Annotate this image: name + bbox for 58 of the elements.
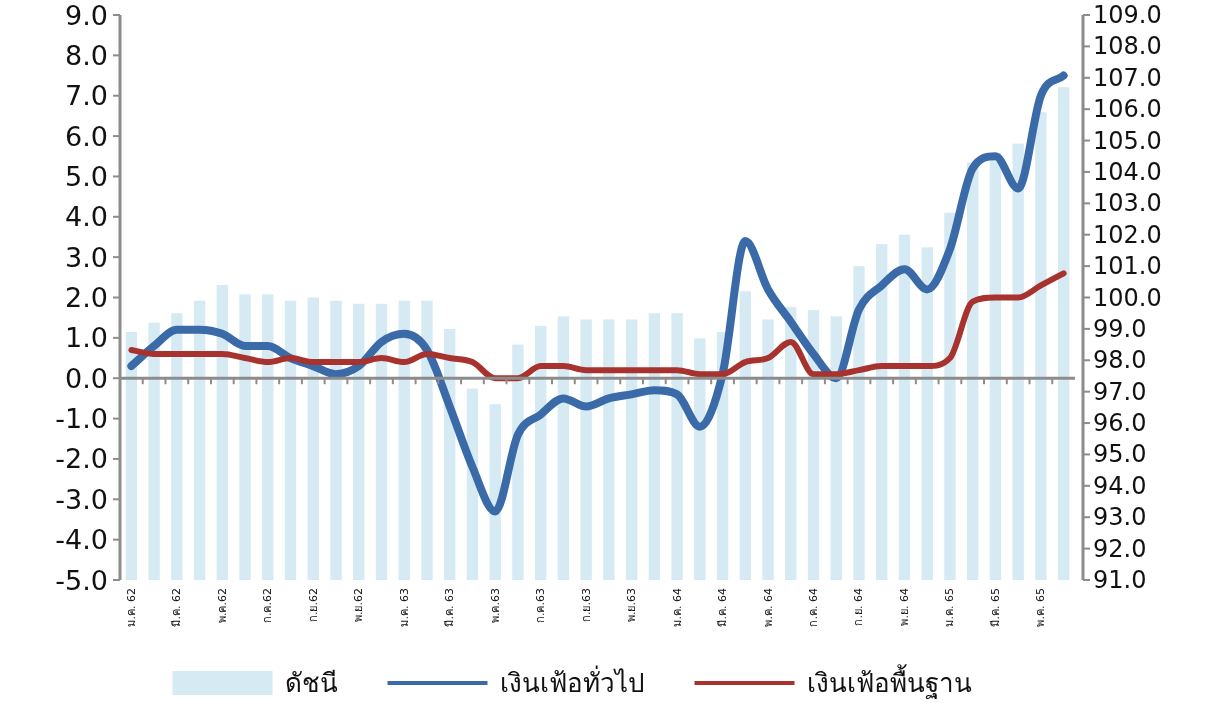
y-tick-label: 8.0: [65, 39, 108, 71]
y-tick-label: -1.0: [55, 403, 108, 435]
y2-tick-label: 109.0: [1093, 1, 1162, 29]
y-tick-label: 0.0: [65, 362, 108, 394]
y2-tick-label: 94.0: [1093, 471, 1147, 500]
y2-tick-label: 100.0: [1093, 283, 1162, 312]
legend-label: เงินเฟ้อพื้นฐาน: [806, 664, 972, 699]
x-tick-label: ม.ค. 64: [670, 588, 684, 627]
y-tick-label: -3.0: [55, 483, 108, 515]
y2-tick-label: 93.0: [1093, 503, 1147, 532]
y2-tick-label: 105.0: [1093, 126, 1162, 155]
y2-tick-label: 92.0: [1093, 534, 1147, 563]
x-tick-label: พ.ค.62: [215, 588, 229, 623]
y2-tick-label: 99.0: [1093, 314, 1147, 343]
y2-tick-label: 108.0: [1093, 32, 1162, 61]
x-tick-label: พ.ค. 65: [1034, 588, 1048, 627]
x-tick-label: มี.ค. 64: [716, 588, 730, 627]
y-tick-label: 7.0: [65, 80, 108, 112]
x-tick-label: ม.ค. 65: [943, 588, 957, 627]
x-tick-label: ก.ย.63: [579, 588, 593, 622]
x-tick-label: พ.ย.62: [352, 588, 366, 622]
x-tick-label: ก.ย. 64: [852, 588, 866, 626]
x-tick-label: มี.ค. 62: [170, 588, 184, 627]
x-tick-label: มี.ค. 65: [988, 588, 1002, 627]
y-tick-label: 4.0: [65, 201, 108, 233]
y-tick-label: 5.0: [65, 160, 108, 192]
y2-tick-label: 97.0: [1093, 377, 1147, 406]
y2-tick-label: 104.0: [1093, 157, 1162, 186]
x-tick-label: ม.ค. 63: [397, 588, 411, 627]
x-tick-label: พ.ค. 64: [761, 588, 775, 627]
x-tick-label: ก.ค.63: [534, 588, 548, 623]
x-tick-label: ก.ค. 64: [807, 588, 821, 627]
y-tick-label: 9.0: [65, 0, 108, 31]
y2-tick-label: 107.0: [1093, 63, 1162, 92]
x-tick-label: ม.ค. 62: [124, 588, 138, 627]
y2-tick-label: 98.0: [1093, 346, 1147, 375]
y2-tick-label: 106.0: [1093, 95, 1162, 124]
y-tick-label: -4.0: [55, 524, 108, 556]
y-tick-label: 6.0: [65, 120, 108, 152]
x-tick-label: ก.ค.62: [261, 588, 275, 623]
x-tick-label: พ.ย. 64: [897, 588, 911, 626]
y2-tick-label: 95.0: [1093, 440, 1147, 469]
y-tick-label: -5.0: [55, 564, 108, 596]
y2-tick-label: 91.0: [1093, 566, 1147, 594]
legend-label: ดัชนี: [284, 668, 338, 698]
y-tick-label: 3.0: [65, 241, 108, 273]
y-tick-label: -2.0: [55, 443, 108, 475]
x-tick-label: ก.ย.62: [306, 588, 320, 622]
x-tick-label: พ.ค.63: [488, 588, 502, 623]
y-tick-label: 1.0: [65, 322, 108, 354]
y2-tick-label: 102.0: [1093, 220, 1162, 249]
y2-tick-label: 101.0: [1093, 252, 1162, 281]
y2-tick-label: 96.0: [1093, 409, 1147, 438]
y-tick-label: 2.0: [65, 282, 108, 313]
y2-tick-label: 103.0: [1093, 189, 1162, 218]
legend-label: เงินเฟ้อทั่วไป: [499, 665, 645, 698]
x-tick-label: พ.ย.63: [625, 588, 639, 622]
x-tick-label: มี.ค. 63: [443, 588, 457, 627]
